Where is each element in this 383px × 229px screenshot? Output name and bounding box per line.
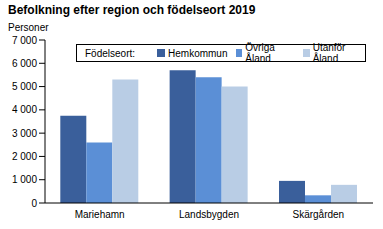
html-text:Övriga Åland: Övriga Åland (245, 42, 275, 64)
svg-text:Mariehamn: Mariehamn (75, 209, 125, 220)
svg-text:7 000: 7 000 (12, 35, 37, 46)
html-text:Befolkning efter region och fö: Befolkning efter region och födelseort 2… (8, 3, 256, 17)
svg-text:5 000: 5 000 (12, 81, 37, 92)
svg-text:Skärgården: Skärgården (292, 209, 344, 220)
html-text:Födelseort:: Födelseort: (85, 47, 135, 59)
html-text:Hemkommun: Hemkommun (168, 47, 228, 59)
html-text:Utanför Åland: Utanför Åland (312, 42, 346, 64)
svg-text:3 000: 3 000 (12, 128, 37, 139)
svg-text:2 000: 2 000 (12, 151, 37, 162)
svg-text:1 000: 1 000 (12, 174, 37, 185)
html-text:Personer: Personer (8, 22, 49, 33)
svg-text:0: 0 (31, 198, 37, 209)
svg-text:6 000: 6 000 (12, 58, 37, 69)
svg-text:Landsbygden: Landsbygden (179, 209, 239, 220)
svg-text:4 000: 4 000 (12, 104, 37, 115)
